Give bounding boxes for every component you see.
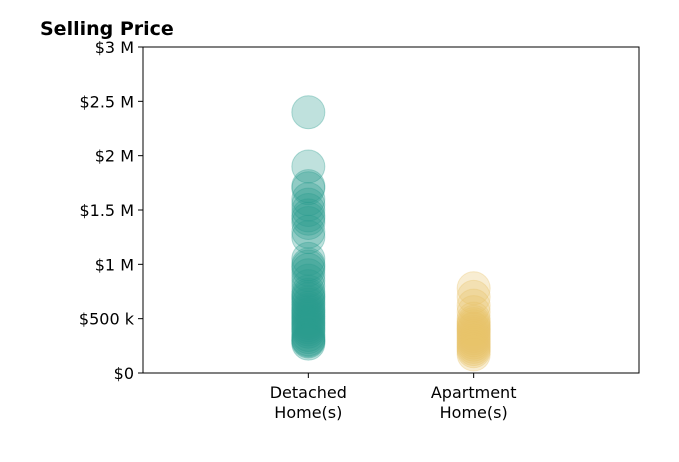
chart-title: Selling Price bbox=[40, 18, 174, 40]
y-tick-label: $1 M bbox=[95, 255, 134, 274]
data-point bbox=[291, 306, 326, 341]
data-point bbox=[291, 258, 326, 293]
data-point bbox=[291, 169, 326, 204]
data-point bbox=[291, 314, 326, 349]
data-point bbox=[456, 327, 491, 362]
data-point bbox=[291, 198, 326, 233]
data-point bbox=[291, 308, 326, 343]
data-point bbox=[291, 182, 326, 217]
data-point bbox=[291, 310, 326, 345]
data-point bbox=[291, 214, 326, 249]
data-point bbox=[291, 282, 326, 317]
data-point bbox=[456, 309, 491, 344]
data-point bbox=[291, 320, 326, 355]
data-point bbox=[291, 323, 326, 358]
data-point bbox=[456, 288, 491, 323]
data-point bbox=[291, 241, 326, 276]
data-point bbox=[291, 285, 326, 320]
data-point bbox=[456, 271, 491, 306]
x-tick-label: Home(s) bbox=[440, 403, 508, 422]
x-tick-label: Home(s) bbox=[274, 403, 342, 422]
data-point bbox=[456, 301, 491, 336]
data-point bbox=[456, 321, 491, 356]
data-point bbox=[456, 332, 491, 367]
y-tick-label: $500 k bbox=[79, 310, 135, 329]
data-point bbox=[291, 277, 326, 312]
data-point bbox=[291, 252, 326, 287]
data-point bbox=[291, 149, 326, 184]
y-axis: $0 $500 k $1 M $1.5 M $2 M $2.5 M $3 M bbox=[79, 38, 143, 383]
plot-frame bbox=[142, 46, 640, 374]
data-point bbox=[291, 187, 326, 222]
data-point bbox=[456, 311, 491, 346]
y-tick-label: $3 M bbox=[95, 38, 134, 57]
y-tick-label: $1.5 M bbox=[79, 201, 134, 220]
data-point bbox=[291, 324, 326, 359]
x-tick-label: Detached bbox=[270, 383, 347, 402]
data-point bbox=[291, 312, 326, 347]
data-point bbox=[456, 323, 491, 358]
data-point bbox=[291, 249, 326, 284]
data-point bbox=[456, 314, 491, 349]
data-point bbox=[456, 312, 491, 347]
data-markers bbox=[291, 95, 491, 372]
data-point bbox=[291, 95, 326, 130]
data-point bbox=[291, 292, 326, 327]
data-point bbox=[291, 220, 326, 255]
data-point bbox=[291, 290, 326, 325]
data-point bbox=[456, 325, 491, 360]
y-tick-label: $2 M bbox=[95, 147, 134, 166]
y-tick-label: $0 bbox=[114, 364, 134, 383]
data-point bbox=[291, 303, 326, 338]
data-point bbox=[456, 329, 491, 364]
data-point bbox=[291, 326, 326, 361]
data-point bbox=[291, 317, 326, 352]
data-point bbox=[456, 319, 491, 354]
data-point bbox=[291, 206, 326, 241]
data-point bbox=[456, 337, 491, 372]
data-point bbox=[291, 263, 326, 298]
x-tick-label: Apartment bbox=[431, 383, 517, 402]
data-point bbox=[291, 301, 326, 336]
y-tick-label: $2.5 M bbox=[79, 92, 134, 111]
data-point bbox=[291, 201, 326, 236]
data-point bbox=[291, 295, 326, 330]
data-point bbox=[456, 334, 491, 369]
data-point bbox=[456, 316, 491, 351]
data-point bbox=[291, 193, 326, 227]
data-point bbox=[456, 307, 491, 342]
data-point bbox=[291, 279, 326, 314]
data-point bbox=[291, 247, 326, 282]
data-point bbox=[291, 274, 326, 309]
data-point bbox=[291, 322, 326, 357]
data-point bbox=[456, 304, 491, 339]
data-point bbox=[456, 295, 491, 330]
data-point bbox=[291, 171, 326, 206]
data-point bbox=[291, 269, 326, 304]
data-point bbox=[291, 297, 326, 332]
data-point bbox=[291, 287, 326, 322]
data-point bbox=[456, 279, 491, 314]
data-point bbox=[291, 299, 326, 334]
